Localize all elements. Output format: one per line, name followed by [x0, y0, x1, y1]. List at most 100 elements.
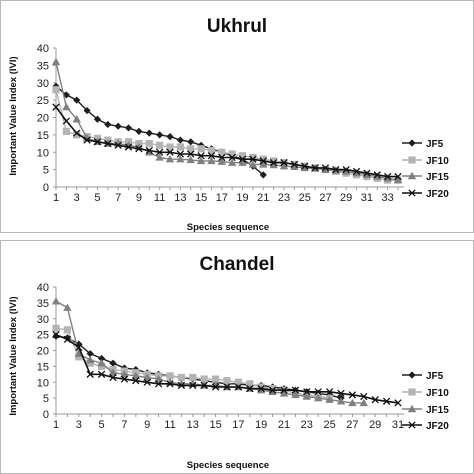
chandel-x-tick-label: 11: [164, 419, 175, 431]
ukhrul-jf20-point: [332, 165, 340, 174]
chandel-x-tick-label: 1: [53, 419, 59, 431]
chandel-jf15-point: [302, 392, 311, 400]
ukhrul-jf20-point: [176, 150, 185, 158]
ukhrul-y-tick-label: 20: [37, 113, 49, 125]
chandel-jf20-point: [360, 392, 368, 401]
chandel-jf5-point: [52, 332, 60, 340]
chandel-panel: Chandel Species sequence Important Value…: [0, 240, 474, 474]
ukhrul-jf20-point: [259, 157, 267, 165]
ukhrul-jf20-point: [135, 145, 143, 153]
ukhrul-jf20-point: [218, 153, 226, 162]
chandel-jf10-point: [234, 378, 242, 386]
ukhrul-legend-item-jf5: JF5: [402, 139, 444, 150]
ukhrul-y-tick-label: 0: [43, 182, 49, 194]
chandel-jf20-point: [189, 381, 197, 390]
chandel-y-tick-label: 15: [37, 361, 49, 373]
ukhrul-jf15-point: [290, 162, 299, 171]
ukhrul-jf10-point: [187, 145, 195, 153]
ukhrul-jf15-point: [62, 102, 71, 111]
chandel-jf20-point: [337, 389, 345, 398]
ukhrul-jf20-point: [373, 171, 381, 179]
ukhrul-y-tick-label: 15: [37, 130, 49, 142]
ukhrul-jf10-point: [145, 139, 153, 148]
chandel-jf15-point: [74, 349, 83, 357]
ukhrul-y-tick-label: 25: [37, 95, 49, 107]
ukhrul-legend-marker-jf20: [408, 189, 416, 197]
ukhrul-jf20-point: [83, 136, 91, 144]
chandel-x-tick-label: 7: [121, 419, 127, 431]
chandel-jf20-point: [382, 397, 391, 405]
chandel-panel-frame: [0, 240, 474, 474]
chandel-y-axis-title: Important Value Index (IVI): [8, 296, 19, 415]
chandel-x-tick-label: 5: [99, 419, 105, 431]
ukhrul-jf20-point: [197, 152, 205, 160]
chandel-jf20-point: [177, 381, 186, 390]
chandel-jf15-point: [154, 374, 163, 383]
ukhrul-jf10-point: [249, 153, 257, 162]
ukhrul-jf5-point: [135, 127, 143, 135]
chandel-jf20-point: [314, 388, 322, 396]
chandel-legend-marker-jf15: [407, 404, 417, 413]
chandel-jf20-point: [75, 343, 83, 351]
ukhrul-jf15-point: [321, 165, 330, 173]
chandel-jf20-point: [200, 381, 208, 390]
ukhrul-jf20-point: [187, 150, 195, 158]
chandel-jf20-point: [132, 377, 140, 385]
chandel-jf20-point: [280, 386, 288, 394]
ukhrul-jf10-point: [238, 152, 247, 160]
ukhrul-jf15-point: [217, 157, 227, 165]
chandel-y-tick-label: 0: [43, 409, 49, 421]
chandel-jf10-point: [212, 375, 220, 383]
ukhrul-x-tick-label: 25: [299, 192, 311, 204]
ukhrul-panel: Ukhrul Species sequence Important Value …: [0, 0, 474, 233]
ukhrul-legend-label-jf20: JF20: [426, 189, 449, 200]
ukhrul-jf10-point: [166, 143, 174, 151]
ukhrul-jf20-point: [114, 141, 122, 149]
chandel-x-tick-label: 9: [144, 419, 150, 431]
ukhrul-jf20-point: [280, 159, 288, 167]
ukhrul-series-jf20: [52, 103, 402, 181]
ukhrul-jf15-point: [238, 158, 247, 166]
chandel-jf20-point: [257, 384, 265, 393]
ukhrul-jf15-point: [362, 170, 372, 179]
ukhrul-jf20-point: [383, 172, 392, 181]
chandel-legend: JF5 JF10 JF15 JF20: [402, 371, 449, 432]
ukhrul-jf20-point: [228, 153, 236, 162]
chandel-x-tick-label: 19: [255, 419, 267, 431]
chandel-legend-marker-jf10: [408, 388, 416, 396]
ukhrul-jf15-point: [393, 175, 403, 184]
chandel-x-tick-label: 15: [209, 419, 221, 431]
ukhrul-jf20-point: [311, 164, 319, 172]
chandel-jf15-point: [279, 389, 289, 397]
ukhrul-jf10-point: [228, 150, 236, 158]
ukhrul-jf20-point: [394, 172, 402, 181]
ukhrul-jf20-point: [93, 138, 102, 146]
ukhrul-x-tick-label: 27: [319, 192, 331, 204]
ukhrul-jf15-point: [155, 153, 164, 161]
ukhrul-jf15-point: [373, 172, 382, 180]
chandel-jf5-point: [109, 359, 117, 367]
chandel-chart-title: Chandel: [200, 254, 275, 275]
chandel-jf20-point: [234, 383, 243, 391]
ukhrul-legend-marker-jf15: [407, 171, 417, 180]
chandel-y-tick-label: 40: [37, 282, 49, 294]
ukhrul-jf20-point: [145, 146, 153, 155]
chandel-y-tick-label: 10: [37, 377, 49, 389]
chandel-jf20-point: [291, 386, 300, 394]
chandel-jf10-point: [63, 326, 71, 334]
ukhrul-jf20-point: [155, 148, 164, 156]
chandel-jf20-point: [109, 373, 117, 382]
ukhrul-jf5-point: [187, 138, 195, 146]
ukhrul-jf15-point: [279, 161, 289, 170]
ukhrul-jf15-point: [259, 160, 268, 168]
ukhrul-jf20-point: [104, 139, 112, 148]
chandel-jf20-point: [348, 391, 357, 399]
chandel-jf20-point: [371, 396, 379, 404]
ukhrul-x-tick-label: 15: [195, 192, 207, 204]
ukhrul-jf10-point: [62, 127, 70, 135]
chandel-jf20-point: [268, 386, 277, 394]
chandel-jf20-point: [394, 399, 402, 407]
ukhrul-x-tick-label: 11: [154, 192, 165, 204]
ukhrul-y-tick-label: 30: [37, 78, 49, 90]
